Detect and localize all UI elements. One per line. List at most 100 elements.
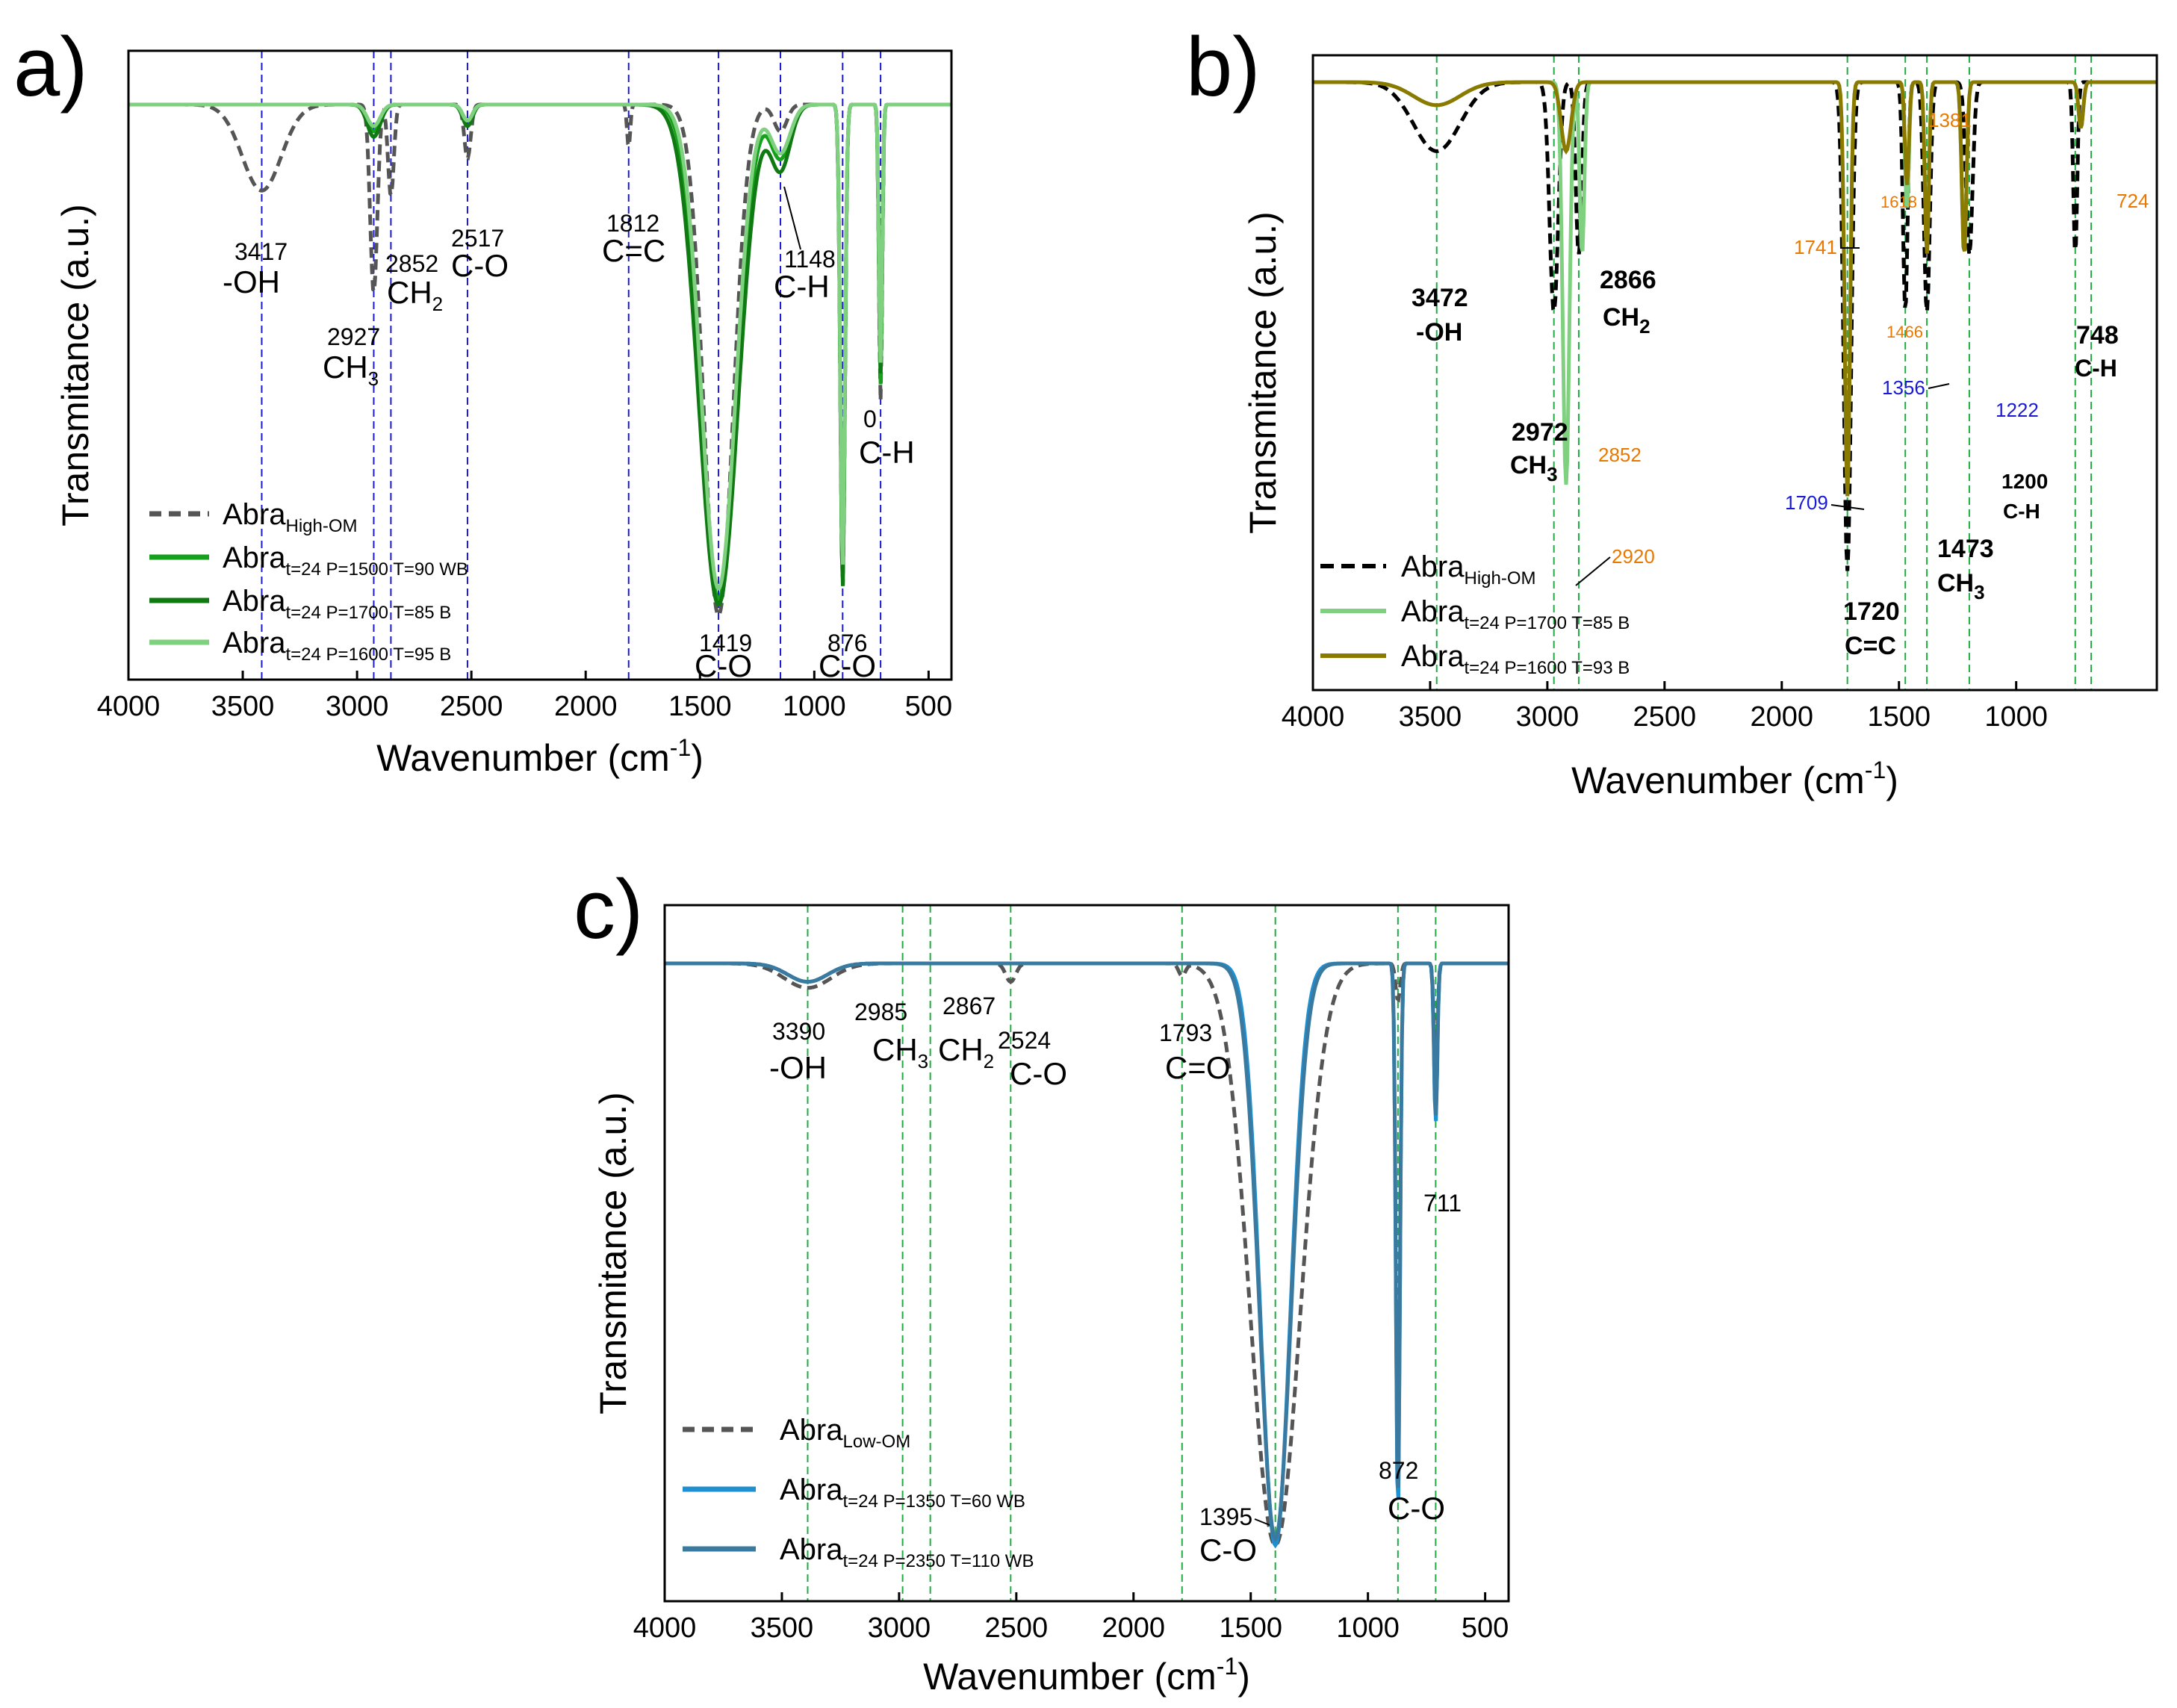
panel-a-peak-1148: 1148 C-H: [774, 186, 836, 304]
panel-c-peak-1793: 1793 C=O: [1159, 1019, 1231, 1085]
panel-c-legend-item-0: AbraLow-OM: [683, 1414, 910, 1452]
svg-text:CH2: CH2: [1603, 303, 1650, 338]
panel-b-peak-2920: 2920: [1612, 545, 1655, 568]
panel-a-legend-item-1: Abrat=24 P=1500 T=90 WB: [149, 541, 468, 580]
svg-text:2852: 2852: [385, 250, 438, 277]
svg-text:1395: 1395: [1199, 1503, 1252, 1530]
x-tick-label: 3500: [751, 1612, 814, 1644]
svg-text:1812: 1812: [606, 210, 659, 237]
x-tick-label: 3500: [211, 691, 275, 722]
x-tick-label: 2500: [985, 1612, 1049, 1644]
svg-text:Abrat=24 P=1700 T=85 B: Abrat=24 P=1700 T=85 B: [1401, 595, 1630, 633]
panel-c-legend: AbraLow-OM Abrat=24 P=1350 T=60 WB Abrat…: [683, 1414, 1034, 1571]
svg-text:Abrat=24 P=1600 T=95 B: Abrat=24 P=1600 T=95 B: [223, 627, 451, 665]
panel-b-peak-724: 724: [2117, 190, 2149, 212]
x-tick-label: 1000: [783, 691, 846, 722]
series-line-3: [128, 102, 951, 591]
x-tick-label: 1500: [1219, 1612, 1282, 1644]
x-tick-label: 2000: [1102, 1612, 1166, 1644]
panel-c-annotations: 3390 -OH 2985 CH3 2867 CH2 2524 C-O 1793…: [769, 993, 1462, 1568]
svg-text:3417: 3417: [235, 238, 288, 265]
panel-b-peak-2852: 2852: [1598, 444, 1642, 466]
panel-c-letter: c): [574, 863, 643, 956]
panel-b-peak-1618: 1618: [1881, 193, 1917, 211]
panel-a-x-axis-title: Wavenumber (cm-1): [376, 734, 704, 779]
svg-text:0: 0: [863, 406, 877, 432]
panel-a-annotations: 3417 -OH 2927 CH3 2852 CH2 2517 C-O 1812…: [223, 186, 915, 683]
x-tick-label: 1500: [668, 691, 732, 722]
svg-text:1720: 1720: [1843, 597, 1900, 626]
panel-a: a) 4000 3500 3000 2500 2000 1500 1000 500 Waven…: [13, 20, 953, 779]
panel-a-legend-item-0: AbraHigh-OM: [149, 498, 358, 536]
panel-c-peak-1395: 1395 C-O: [1199, 1503, 1270, 1568]
panel-b-peak-1466: 1466: [1886, 323, 1923, 341]
panel-c-legend-item-1: Abrat=24 P=1350 T=60 WB: [683, 1473, 1025, 1512]
svg-text:AbraLow-OM: AbraLow-OM: [780, 1414, 910, 1452]
panel-b-peak-1222: 1222: [1996, 399, 2039, 421]
svg-text:C-H: C-H: [2075, 355, 2117, 382]
svg-text:Abrat=24 P=1600 T=93 B: Abrat=24 P=1600 T=93 B: [1401, 640, 1630, 678]
svg-text:1793: 1793: [1159, 1019, 1212, 1046]
svg-text:CH2: CH2: [938, 1032, 994, 1072]
x-tick-label: 500: [1462, 1612, 1509, 1644]
panel-a-curves: [128, 102, 951, 618]
panel-b-peak-1473: 1473 CH3: [1937, 535, 1994, 603]
panel-a-peak-1812: 1812 C=C: [602, 210, 665, 268]
svg-text:C=O: C=O: [1165, 1050, 1231, 1085]
x-tick-label: 3000: [1516, 701, 1580, 733]
panel-c-peak-2524: 2524 C-O: [998, 1027, 1067, 1091]
panel-c-x-axis-title: Wavenumber (cm-1): [923, 1653, 1250, 1698]
svg-text:-OH: -OH: [223, 264, 280, 299]
panel-b-x-axis-title: Wavenumber (cm-1): [1571, 757, 1898, 801]
x-tick-label: 1500: [1867, 701, 1931, 733]
svg-text:CH3: CH3: [1510, 451, 1558, 485]
panel-b-peak-1720: 1720 C=C: [1843, 597, 1900, 660]
svg-text:1419: 1419: [699, 630, 752, 656]
panel-a-peak-3417: 3417 -OH: [223, 238, 288, 299]
panel-b-legend-item-2: Abrat=24 P=1600 T=93 B: [1320, 640, 1630, 678]
svg-text:C-O: C-O: [819, 648, 876, 683]
panel-b-reference-lines: [1435, 55, 2093, 690]
x-tick-label: 2500: [1633, 701, 1697, 733]
svg-text:C-O: C-O: [1010, 1056, 1067, 1091]
panel-a-legend-item-2: Abrat=24 P=1700 T=85 B: [149, 585, 451, 623]
x-tick-label: 4000: [1282, 701, 1345, 733]
panel-b-peak-748: 748 C-H: [2075, 321, 2119, 382]
series-line-2: [665, 961, 1509, 1542]
svg-text:2866: 2866: [1600, 266, 1656, 294]
panel-c-peak-2985: 2985 CH3: [854, 999, 928, 1072]
panel-b-y-axis-title: Transmitance (a.u.): [1242, 211, 1284, 534]
panel-c-y-axis-title: Transmitance (a.u.): [592, 1092, 634, 1414]
svg-text:C-H: C-H: [774, 269, 830, 304]
svg-text:876: 876: [827, 630, 867, 656]
panel-b-legend-item-0: AbraHigh-OM: [1320, 550, 1536, 589]
svg-text:2972: 2972: [1512, 418, 1568, 447]
svg-text:AbraHigh-OM: AbraHigh-OM: [223, 498, 358, 536]
svg-text:C-H: C-H: [859, 435, 915, 470]
x-tick-label: 3000: [326, 691, 389, 722]
panel-c: c) 4000 3500 3000 2500 2000 1500 1000 500 Waven…: [574, 863, 1510, 1698]
svg-text:3472: 3472: [1412, 284, 1468, 312]
svg-text:2867: 2867: [942, 993, 996, 1019]
svg-text:Abrat=24 P=1500 T=90 WB: Abrat=24 P=1500 T=90 WB: [223, 541, 468, 580]
svg-text:C-O: C-O: [451, 248, 509, 283]
svg-text:-OH: -OH: [769, 1050, 827, 1085]
x-tick-label: 2000: [1751, 701, 1814, 733]
panel-b: b) 4000 3500 3000 2500 2000 1500 1000 Wavenumb…: [1186, 20, 2158, 801]
series-line-0: [128, 102, 951, 618]
panel-b-peak-1200: 1200 C-H: [2001, 470, 2048, 523]
svg-text:C=C: C=C: [1845, 632, 1896, 660]
svg-text:1148: 1148: [784, 246, 836, 273]
panel-b-peak-2866: 2866 CH2: [1600, 266, 1656, 338]
panel-a-letter: a): [13, 20, 88, 114]
panel-c-plot-frame: [663, 904, 1510, 1603]
panel-b-x-ticks: 4000 3500 3000 2500 2000 1500 1000: [1282, 681, 2048, 733]
panel-a-y-axis-title: Transmitance (a.u.): [55, 204, 96, 527]
svg-text:2517: 2517: [451, 225, 504, 252]
panel-c-peak-3390: 3390 -OH: [769, 1018, 827, 1085]
svg-text:872: 872: [1379, 1457, 1418, 1484]
panel-a-x-ticks: 4000 3500 3000 2500 2000 1500 1000 500: [97, 671, 952, 722]
x-tick-label: 2500: [440, 691, 503, 722]
panel-b-annotations: 3472 -OH 2866 CH2 2972 CH3 2852 2920 174…: [1412, 109, 2149, 660]
svg-text:3390: 3390: [772, 1018, 825, 1045]
